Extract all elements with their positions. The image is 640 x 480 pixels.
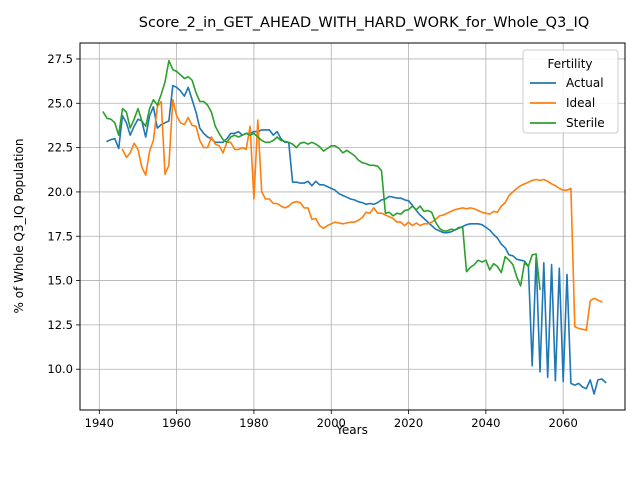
- y-axis: 10.0 12.5 15.0 17.5 20.0 22.5 25.0 27.5: [47, 52, 80, 376]
- chart-title: Score_2_in_GET_AHEAD_WITH_HARD_WORK_for_…: [139, 15, 590, 31]
- legend-title: Fertility: [547, 57, 592, 71]
- legend-label-actual: Actual: [566, 76, 604, 90]
- series-line-sterile: [102, 59, 541, 291]
- legend-label-sterile: Sterile: [566, 116, 605, 130]
- y-tick-label: 27.5: [47, 52, 73, 66]
- x-tick-label: 1960: [162, 416, 191, 430]
- y-tick-label: 10.0: [47, 362, 73, 376]
- gridlines: [80, 43, 625, 410]
- legend-items: Actual Ideal Sterile: [530, 76, 605, 130]
- y-tick-label: 17.5: [47, 229, 73, 243]
- y-tick-label: 25.0: [47, 96, 73, 110]
- x-tick-label: 2060: [549, 416, 578, 430]
- y-tick-label: 22.5: [47, 141, 73, 155]
- x-axis: 1940 1960 1980 2000 2020 2040 2060: [85, 410, 578, 430]
- legend-label-ideal: Ideal: [566, 96, 595, 110]
- y-tick-label: 15.0: [47, 274, 73, 288]
- y-tick-label: 12.5: [47, 318, 73, 332]
- series-line-actual: [106, 84, 607, 395]
- series-lines: [102, 59, 607, 395]
- x-axis-label: Years: [335, 423, 368, 437]
- y-axis-label: % of Whole Q3_IQ Population: [12, 139, 26, 314]
- x-tick-label: 1980: [239, 416, 268, 430]
- series-line-ideal: [121, 98, 603, 332]
- plot-frame: [79, 42, 626, 411]
- y-tick-label: 20.0: [47, 185, 73, 199]
- legend: Fertility Actual Ideal Sterile: [522, 49, 619, 134]
- legend-box: [522, 49, 619, 134]
- x-tick-label: 1940: [85, 416, 114, 430]
- x-tick-label: 2000: [317, 416, 346, 430]
- x-tick-label: 2020: [394, 416, 423, 430]
- x-tick-label: 2040: [471, 416, 500, 430]
